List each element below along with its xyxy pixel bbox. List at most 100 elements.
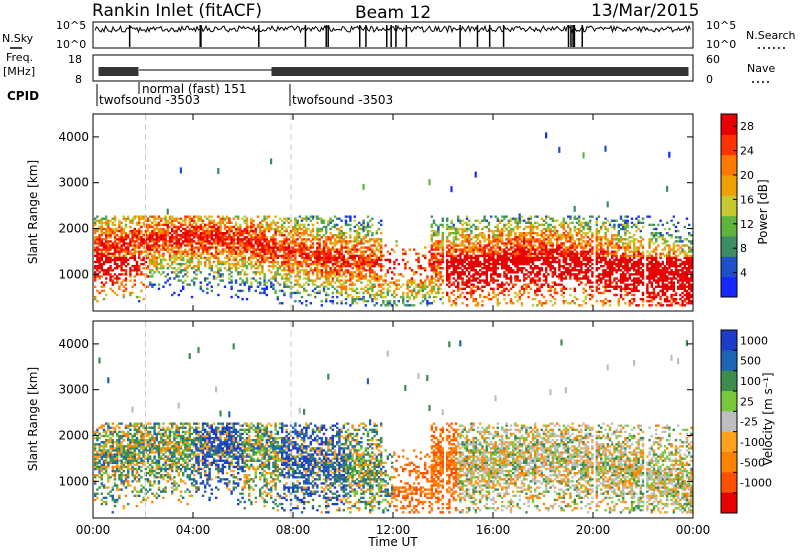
range-gate-cell (435, 246, 438, 249)
range-gate-cell (536, 246, 539, 249)
range-gate-cell (366, 246, 370, 249)
range-gate-cell (241, 279, 244, 282)
range-gate-cell (347, 215, 350, 218)
range-gate-cell (446, 223, 449, 227)
range-gate-cell (265, 246, 268, 249)
range-gate-cell (415, 293, 418, 297)
range-gate-cell (175, 238, 178, 241)
range-gate-cell (509, 227, 513, 231)
range-gate-cell (193, 248, 196, 251)
range-gate-cell (155, 221, 158, 225)
range-gate-cell (527, 291, 530, 295)
range-gate-cell (256, 281, 260, 284)
range-gate-cell (452, 254, 455, 258)
range-gate-cell (241, 229, 244, 233)
range-gate-cell (204, 240, 207, 243)
range-gate-cell (307, 246, 310, 249)
range-gate-cell (355, 234, 359, 237)
range-gate-cell (160, 273, 163, 276)
range-gate-cell (485, 281, 488, 284)
range-gate-cell (155, 234, 158, 237)
range-gate-cell (468, 248, 471, 251)
range-gate-cell (516, 227, 519, 231)
range-gate-cell (135, 244, 139, 247)
range-gate-cell (325, 236, 328, 239)
range-gate-cell (157, 240, 161, 243)
range-gate-cell (254, 273, 257, 276)
range-gate-cell (283, 281, 286, 284)
range-gate-cell (358, 275, 361, 278)
range-gate-cell (305, 217, 308, 220)
range-gate-cell (100, 221, 103, 225)
range-gate-cell (380, 246, 383, 249)
range-gate-cell (193, 231, 196, 235)
range-gate-cell (468, 250, 471, 253)
range-gate-cell (336, 295, 339, 299)
range-gate-cell (454, 256, 458, 260)
range-gate-cell (498, 234, 502, 237)
range-gate-cell (432, 267, 436, 270)
range-gate-cell (415, 291, 418, 295)
range-gate-cell (287, 267, 290, 270)
range-gate-cell (160, 254, 163, 258)
range-gate-cell (520, 258, 524, 262)
range-gate-cell (509, 302, 513, 305)
range-gate-cell (221, 240, 224, 243)
range-gate-cell (206, 229, 209, 233)
range-gate-cell (380, 285, 383, 288)
range-gate-cell (355, 229, 359, 233)
range-gate-cell (353, 236, 356, 239)
range-gate-cell (138, 264, 141, 268)
range-gate-cell (285, 260, 288, 264)
range-gate-cell (208, 273, 211, 276)
range-gate-cell (531, 277, 535, 280)
range-gate-cell (509, 244, 513, 247)
range-gate-cell (474, 225, 477, 229)
range-gate-cell (417, 267, 420, 270)
range-gate-cell (498, 302, 502, 305)
range-gate-cell (470, 238, 473, 241)
range-gate-cell (149, 262, 152, 266)
range-gate-cell (228, 221, 231, 225)
range-gate-cell (190, 234, 194, 237)
range-gate-cell (111, 275, 114, 278)
range-gate-cell (292, 250, 295, 253)
range-gate-cell (435, 229, 438, 233)
range-gate-cell (204, 248, 207, 251)
range-gate-cell (325, 225, 328, 229)
range-gate-cell (171, 227, 174, 231)
range-gate-cell (146, 256, 150, 260)
range-gate-cell (450, 283, 453, 286)
range-gate-cell (252, 264, 255, 268)
range-gate-cell (190, 258, 194, 262)
range-gate-cell (157, 217, 161, 220)
range-gate-cell (492, 244, 495, 247)
range-gate-cell (259, 291, 262, 295)
range-gate-cell (311, 234, 315, 237)
range-gate-cell (327, 281, 330, 284)
range-gate-cell (529, 250, 532, 253)
range-gate-cell (217, 244, 220, 247)
range-gate-cell (516, 238, 519, 241)
range-gate-cell (520, 236, 524, 239)
range-gate-cell (186, 252, 189, 255)
range-gate-cell (131, 238, 134, 241)
range-gate-cell (111, 283, 114, 286)
range-gate-cell (164, 229, 167, 233)
range-gate-cell (439, 244, 442, 247)
range-gate-cell (547, 250, 550, 253)
range-gate-cell (294, 229, 297, 233)
range-gate-cell (366, 283, 370, 286)
range-gate-cell (507, 242, 510, 245)
range-gate-cell (149, 269, 152, 272)
nave-tick-top: 60 (706, 53, 720, 66)
range-gate-cell (177, 234, 180, 237)
range-gate-cell (182, 236, 185, 239)
range-gate-cell (470, 293, 473, 297)
range-gate-cell (274, 246, 277, 249)
range-gate-cell (287, 252, 290, 255)
range-gate-cell (373, 293, 376, 297)
range-gate-cell (105, 250, 108, 253)
range-gate-cell (516, 223, 519, 227)
range-gate-cell (267, 279, 271, 282)
